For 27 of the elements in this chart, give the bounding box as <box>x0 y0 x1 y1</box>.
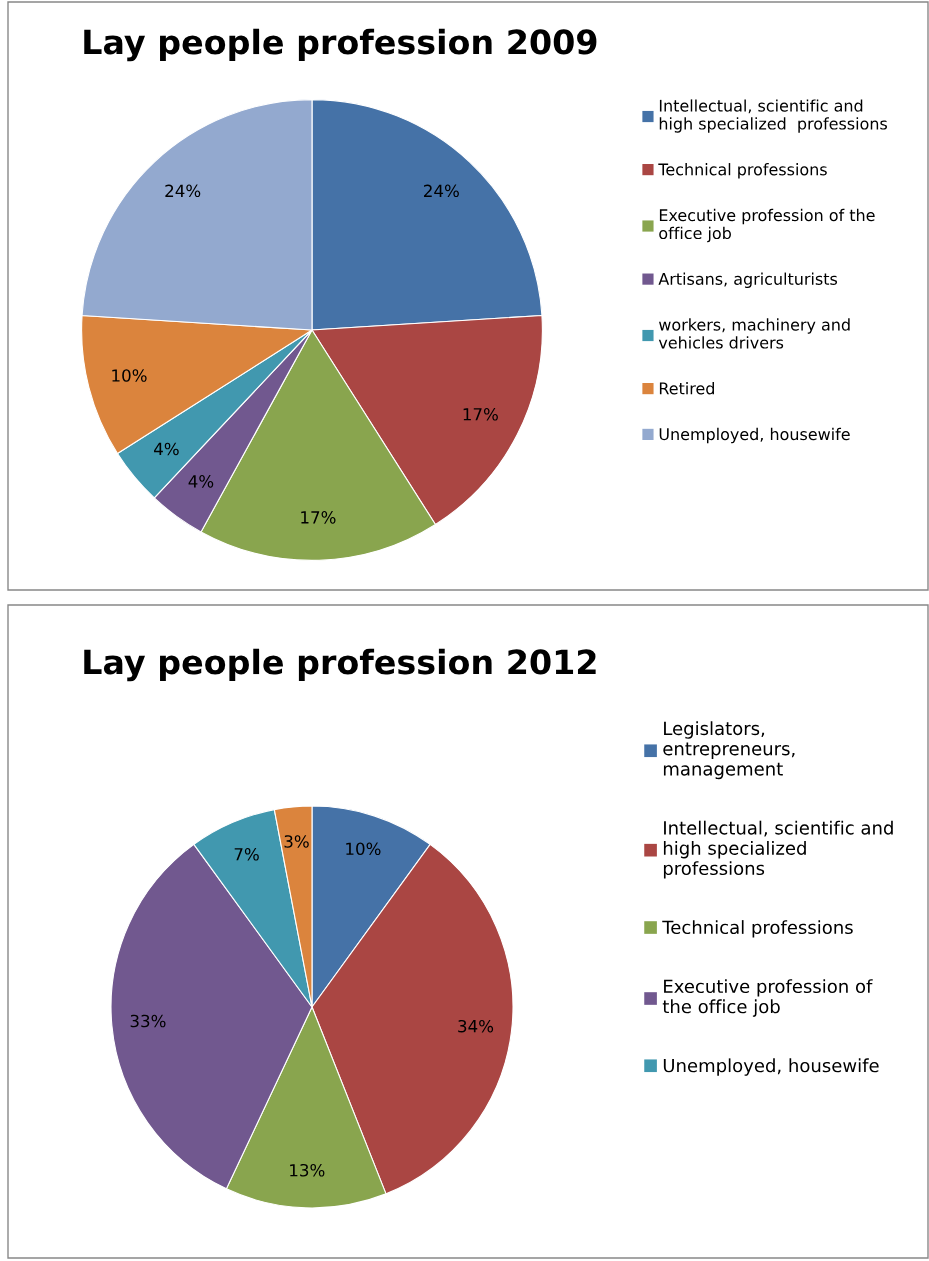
legend-label: Intellectual, scientific and high specialized professions <box>663 820 893 879</box>
data-label: 7% <box>234 847 259 861</box>
data-label: 4% <box>188 475 214 488</box>
data-label: 24% <box>424 184 459 198</box>
legend-label: Unemployed, housewife <box>663 1058 879 1076</box>
data-label: 10% <box>112 369 147 382</box>
chart-title: Lay people profession 2009 <box>84 28 597 62</box>
data-label: 24% <box>165 184 201 198</box>
data-label: 34% <box>458 1019 494 1033</box>
data-label: 13% <box>290 1163 325 1177</box>
data-label: 17% <box>463 408 498 421</box>
data-label: 10% <box>346 842 381 856</box>
legend-label: workers, machinery and vehicles drivers <box>658 318 850 349</box>
data-label: 3% <box>284 835 309 848</box>
legend-label: Unemployed, housewife <box>659 427 850 444</box>
data-label: 33% <box>130 1014 166 1028</box>
legend-label: Executive profession of the office job <box>662 979 873 1017</box>
legend-label: Technical professions <box>662 920 853 938</box>
legend-label: Retired <box>659 382 714 395</box>
data-label: 17% <box>301 511 336 524</box>
legend-label: Artisans, agriculturists <box>658 272 838 289</box>
legend-label: Intellectual, scientific and high specialized professions <box>659 99 887 133</box>
legend-label: Executive profession of the office job <box>659 208 875 243</box>
data-label: 4% <box>154 442 179 456</box>
chart-title: Lay people profession 2012 <box>84 648 596 682</box>
legend-label: Legislators, entrepreneurs, management <box>663 721 795 780</box>
legend-label: Technical professions <box>658 163 827 179</box>
